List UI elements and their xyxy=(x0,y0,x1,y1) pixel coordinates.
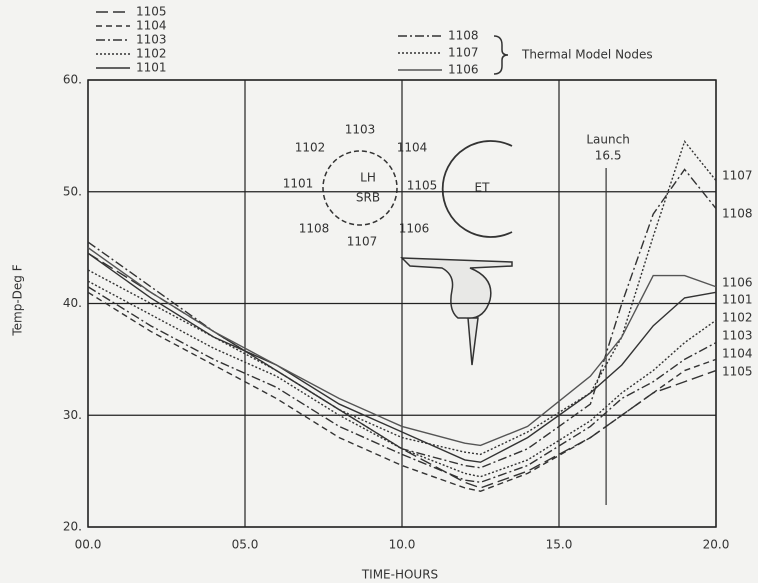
srb-label: SRB xyxy=(356,191,380,205)
legend-label: 1103 xyxy=(136,33,167,47)
node-label: 1104 xyxy=(397,141,428,155)
end-label: 1103 xyxy=(722,329,753,343)
legend-label: 1102 xyxy=(136,47,167,61)
legend-caption: Thermal Model Nodes xyxy=(521,48,653,62)
y-axis-label: Temp-Deg F xyxy=(11,264,25,336)
tank-outline xyxy=(441,140,513,238)
launch-value: 16.5 xyxy=(595,149,622,163)
end-label: 1102 xyxy=(722,311,753,325)
y-tick-label: 50. xyxy=(63,184,82,198)
x-axis-label: TIME-HOURS xyxy=(361,568,438,582)
legend-label: 1108 xyxy=(448,29,479,43)
end-label: 1107 xyxy=(722,169,753,183)
legend-label: 1107 xyxy=(448,46,479,60)
end-label: 1105 xyxy=(722,365,753,379)
y-tick-label: 60. xyxy=(63,73,82,87)
end-label: 1106 xyxy=(722,276,753,290)
node-label: 1105 xyxy=(407,179,438,193)
node-label: 1101 xyxy=(283,177,314,191)
orbiter xyxy=(400,257,513,366)
series-line xyxy=(87,291,717,492)
node-label: 1107 xyxy=(347,235,378,249)
series-line xyxy=(87,252,717,463)
srb-label: LH xyxy=(360,171,376,185)
launch-label: Launch xyxy=(586,133,629,147)
y-tick-label: 30. xyxy=(63,408,82,422)
x-tick-label: 00.0 xyxy=(75,538,102,552)
end-label: 1101 xyxy=(722,293,753,307)
legend-brace xyxy=(493,35,509,75)
node-label: 1102 xyxy=(295,141,326,155)
series-line xyxy=(87,140,717,456)
node-label: 1106 xyxy=(399,222,430,236)
x-tick-label: 10.0 xyxy=(389,538,416,552)
series-line xyxy=(87,280,717,478)
series-line xyxy=(87,247,717,447)
series-line xyxy=(87,286,717,484)
legend-label: 1106 xyxy=(448,63,479,77)
srb-circle xyxy=(322,150,398,226)
series-line xyxy=(87,168,717,469)
end-label: 1104 xyxy=(722,347,753,361)
y-tick-label: 40. xyxy=(63,296,82,310)
x-tick-label: 05.0 xyxy=(232,538,259,552)
x-tick-label: 15.0 xyxy=(546,538,573,552)
x-tick-label: 20.0 xyxy=(703,538,730,552)
y-tick-label: 20. xyxy=(63,520,82,534)
legend-label: 1105 xyxy=(136,5,167,19)
end-label: 1108 xyxy=(722,207,753,221)
legend-label: 1101 xyxy=(136,61,167,75)
legend-label: 1104 xyxy=(136,19,167,33)
node-label: 1103 xyxy=(345,123,376,137)
node-label: 1108 xyxy=(299,222,330,236)
tank-label: ET xyxy=(475,181,491,195)
